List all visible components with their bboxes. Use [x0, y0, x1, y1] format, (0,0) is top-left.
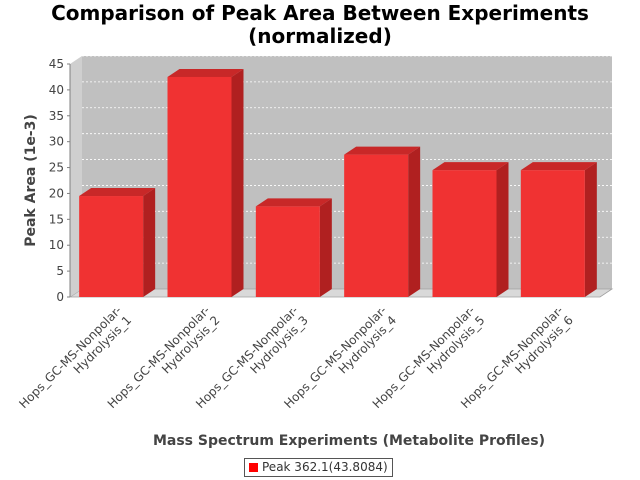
- bar: [167, 76, 232, 297]
- bar-top: [432, 162, 509, 171]
- bar-top: [167, 68, 244, 77]
- chart-title: Comparison of Peak Area Between Experime…: [0, 2, 640, 48]
- bar: [344, 154, 409, 297]
- bar-side: [584, 162, 597, 297]
- plot-left-wall: [70, 56, 82, 297]
- y-tick-label: 40: [49, 83, 64, 97]
- legend-swatch: [249, 462, 258, 472]
- bar: [520, 170, 585, 297]
- bar-top: [79, 188, 156, 197]
- y-tick-label: 25: [49, 161, 64, 175]
- bar-top: [255, 198, 332, 207]
- y-tick-label: 5: [56, 264, 64, 278]
- bar-side: [496, 162, 509, 297]
- y-tick-label: 0: [56, 290, 64, 304]
- bar: [432, 170, 497, 297]
- y-tick-label: 35: [49, 109, 64, 123]
- bar-side: [319, 198, 332, 297]
- x-axis-title: Mass Spectrum Experiments (Metabolite Pr…: [153, 433, 545, 449]
- x-tick-label-line: Hops_GC-MS-Nonpolar-: [16, 303, 124, 411]
- bar: [255, 206, 320, 297]
- y-tick-label: 20: [49, 186, 64, 200]
- bar-top: [520, 162, 597, 171]
- chart-legend: Peak 362.1(43.8084): [244, 458, 393, 477]
- bar: [79, 196, 144, 297]
- y-tick-label: 15: [49, 212, 64, 226]
- bar-side: [231, 68, 244, 297]
- legend-label: Peak 362.1(43.8084): [262, 460, 388, 474]
- y-tick-label: 45: [49, 57, 64, 71]
- bar-side: [408, 146, 421, 297]
- bar-side: [143, 188, 156, 297]
- chart-subtitle: (normalized): [248, 24, 392, 48]
- y-axis-title: Peak Area (1e-3): [23, 114, 39, 247]
- y-tick-label: 30: [49, 135, 64, 149]
- chart-title-main: Comparison of Peak Area Between Experime…: [51, 1, 589, 25]
- y-tick-label: 10: [49, 238, 64, 252]
- bar-top: [344, 146, 421, 155]
